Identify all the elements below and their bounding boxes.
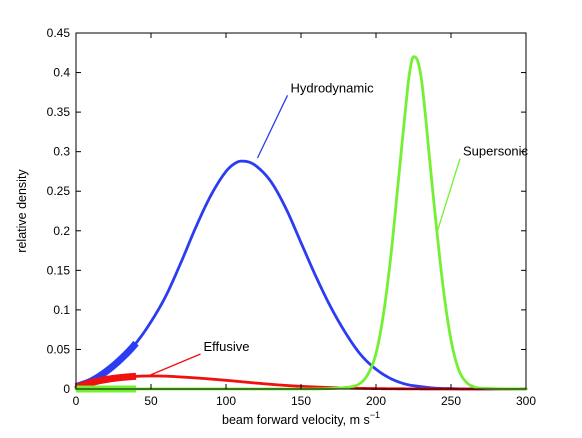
series-effusive-thick-segment <box>73 372 139 391</box>
annotation-effusive-label: Effusive <box>204 339 250 354</box>
x-tick-label: 0 <box>73 394 80 408</box>
annotation-hydrodynamic-label: Hydrodynamic <box>291 80 375 95</box>
annotation-effusive-leader <box>150 353 201 376</box>
y-tick-label: 0.2 <box>53 224 70 238</box>
x-tick-label: 150 <box>291 394 311 408</box>
y-axis-title: relative density <box>15 169 29 253</box>
y-tick-label: 0.35 <box>47 105 71 119</box>
plot-layer <box>73 55 528 393</box>
y-tick-label: 0.1 <box>53 303 70 317</box>
x-tick-label: 200 <box>366 394 386 408</box>
x-axis-title-text: beam forward velocity, m s <box>222 413 370 427</box>
x-tick-label: 250 <box>441 394 461 408</box>
y-tick-label: 0.25 <box>47 184 71 198</box>
annotation-hydrodynamic-leader <box>256 95 289 159</box>
x-axis-title: beam forward velocity, m s−1 <box>222 410 380 427</box>
y-tick-label: 0.15 <box>47 263 71 277</box>
annotation-supersonic-label: Supersonic <box>463 144 529 159</box>
label-layer: 0 50 100 150 200 250 300 0 0.05 0.1 0.15 0.2 0.25 0.3… <box>15 26 536 427</box>
y-tick-label: 0.05 <box>47 342 71 356</box>
axes-layer <box>75 32 527 390</box>
x-tick-label: 300 <box>516 394 536 408</box>
y-tick-label: 0.3 <box>53 145 70 159</box>
annotation-supersonic-leader <box>436 158 461 231</box>
x-axis-title-superscript: −1 <box>370 410 380 420</box>
y-tick-label: 0.4 <box>53 66 70 80</box>
y-tick-label: 0 <box>63 382 70 396</box>
y-tick-label: 0.45 <box>47 26 71 40</box>
x-tick-label: 50 <box>144 394 158 408</box>
series-supersonic-line <box>74 55 528 391</box>
series-hydrodynamic-line <box>74 159 528 391</box>
x-tick-label: 100 <box>216 394 236 408</box>
